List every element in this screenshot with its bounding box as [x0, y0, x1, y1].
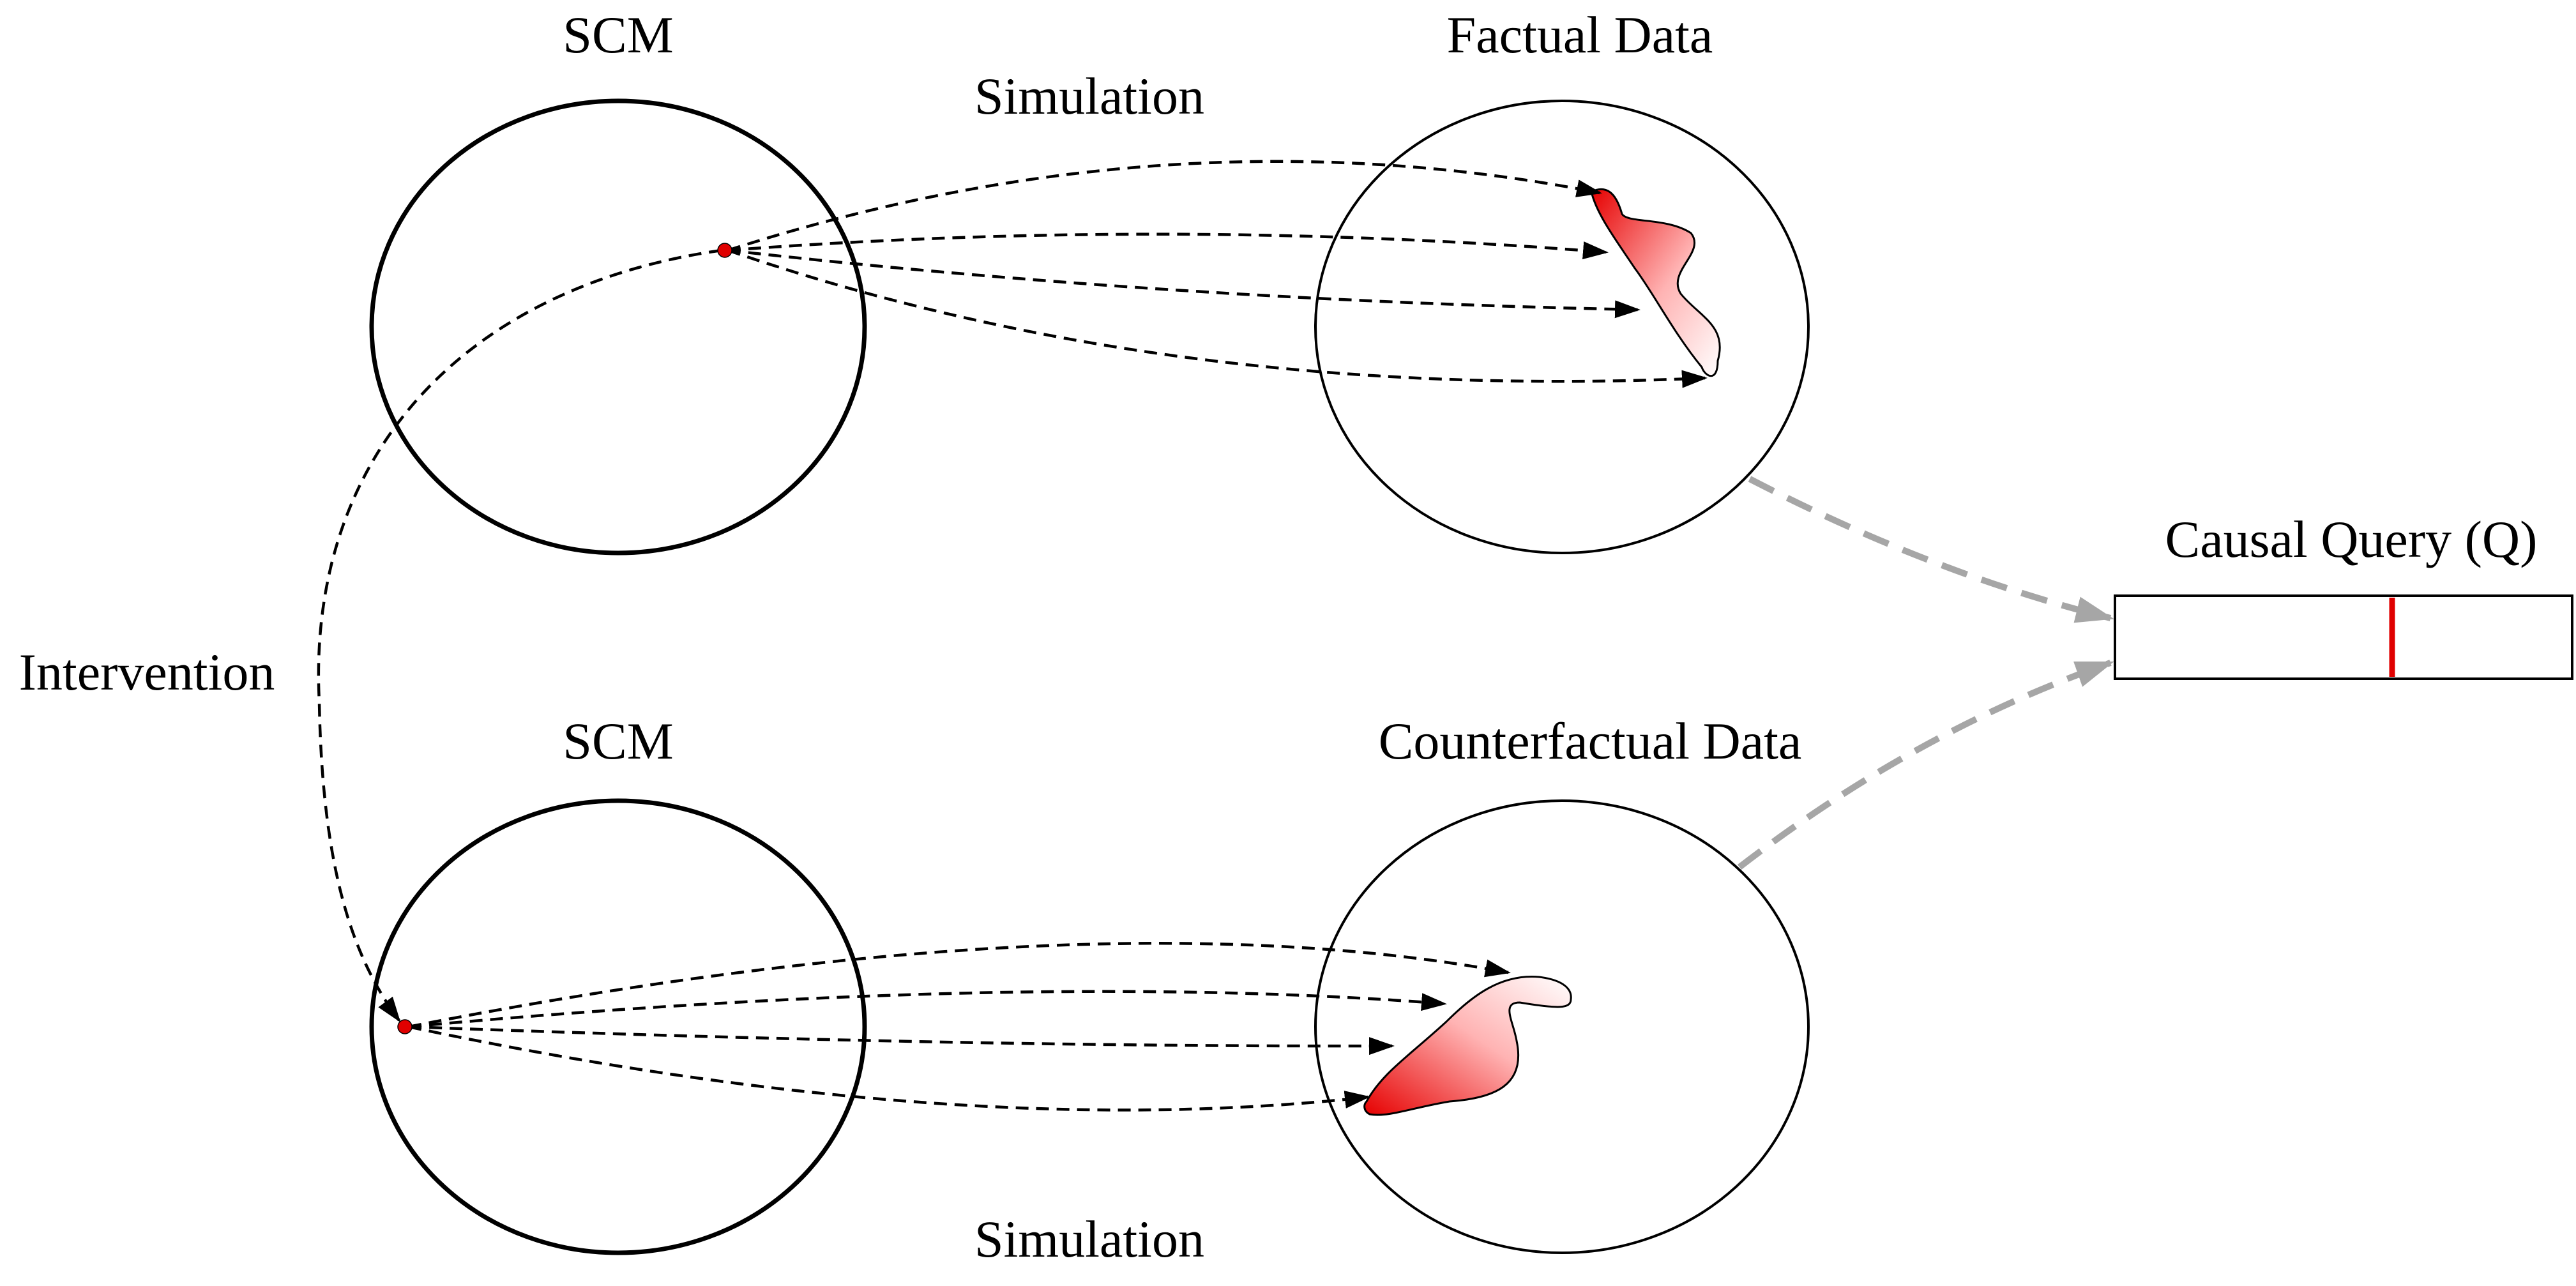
top-simulation-arrow-2 — [727, 232, 1609, 260]
causal-query-box — [2114, 594, 2573, 680]
simulation-top-label: Simulation — [974, 67, 1204, 125]
top-scm-label: SCM — [563, 6, 673, 64]
top-simulation-arrow-4 — [727, 248, 1708, 388]
bottom-simulation-arrow-4 — [408, 1025, 1370, 1112]
counterfactual-data-ellipse — [1314, 799, 1810, 1254]
causal-query-label: Causal Query (Q) — [2165, 510, 2538, 568]
factual-data-ellipse — [1314, 100, 1810, 554]
bottom-scm-label: SCM — [563, 712, 673, 770]
bottom-scm-point — [397, 1019, 413, 1034]
bottom-scm-ellipse — [369, 798, 867, 1255]
simulation-bottom-label: Simulation — [974, 1210, 1204, 1268]
factual-data-label: Factual Data — [1447, 6, 1713, 64]
top-scm-ellipse — [369, 98, 867, 556]
intervention-label: Intervention — [19, 643, 275, 701]
counterfactual-data-label: Counterfactual Data — [1379, 712, 1802, 770]
intervention-arrow — [317, 248, 722, 1023]
top-simulation-arrow-1 — [727, 160, 1602, 252]
bottom-simulation-arrow-3 — [408, 1025, 1395, 1055]
counterfactual-data-region — [1363, 976, 1572, 1116]
counterfactual-to-query-arrow — [1737, 660, 2114, 870]
factual-to-query-arrow — [1748, 476, 2114, 623]
bottom-simulation-arrow-1 — [408, 942, 1511, 1029]
bottom-simulation-arrow-2 — [408, 990, 1447, 1029]
top-scm-point — [717, 243, 732, 258]
top-simulation-arrow-3 — [727, 248, 1640, 319]
factual-data-region — [1590, 188, 1721, 377]
